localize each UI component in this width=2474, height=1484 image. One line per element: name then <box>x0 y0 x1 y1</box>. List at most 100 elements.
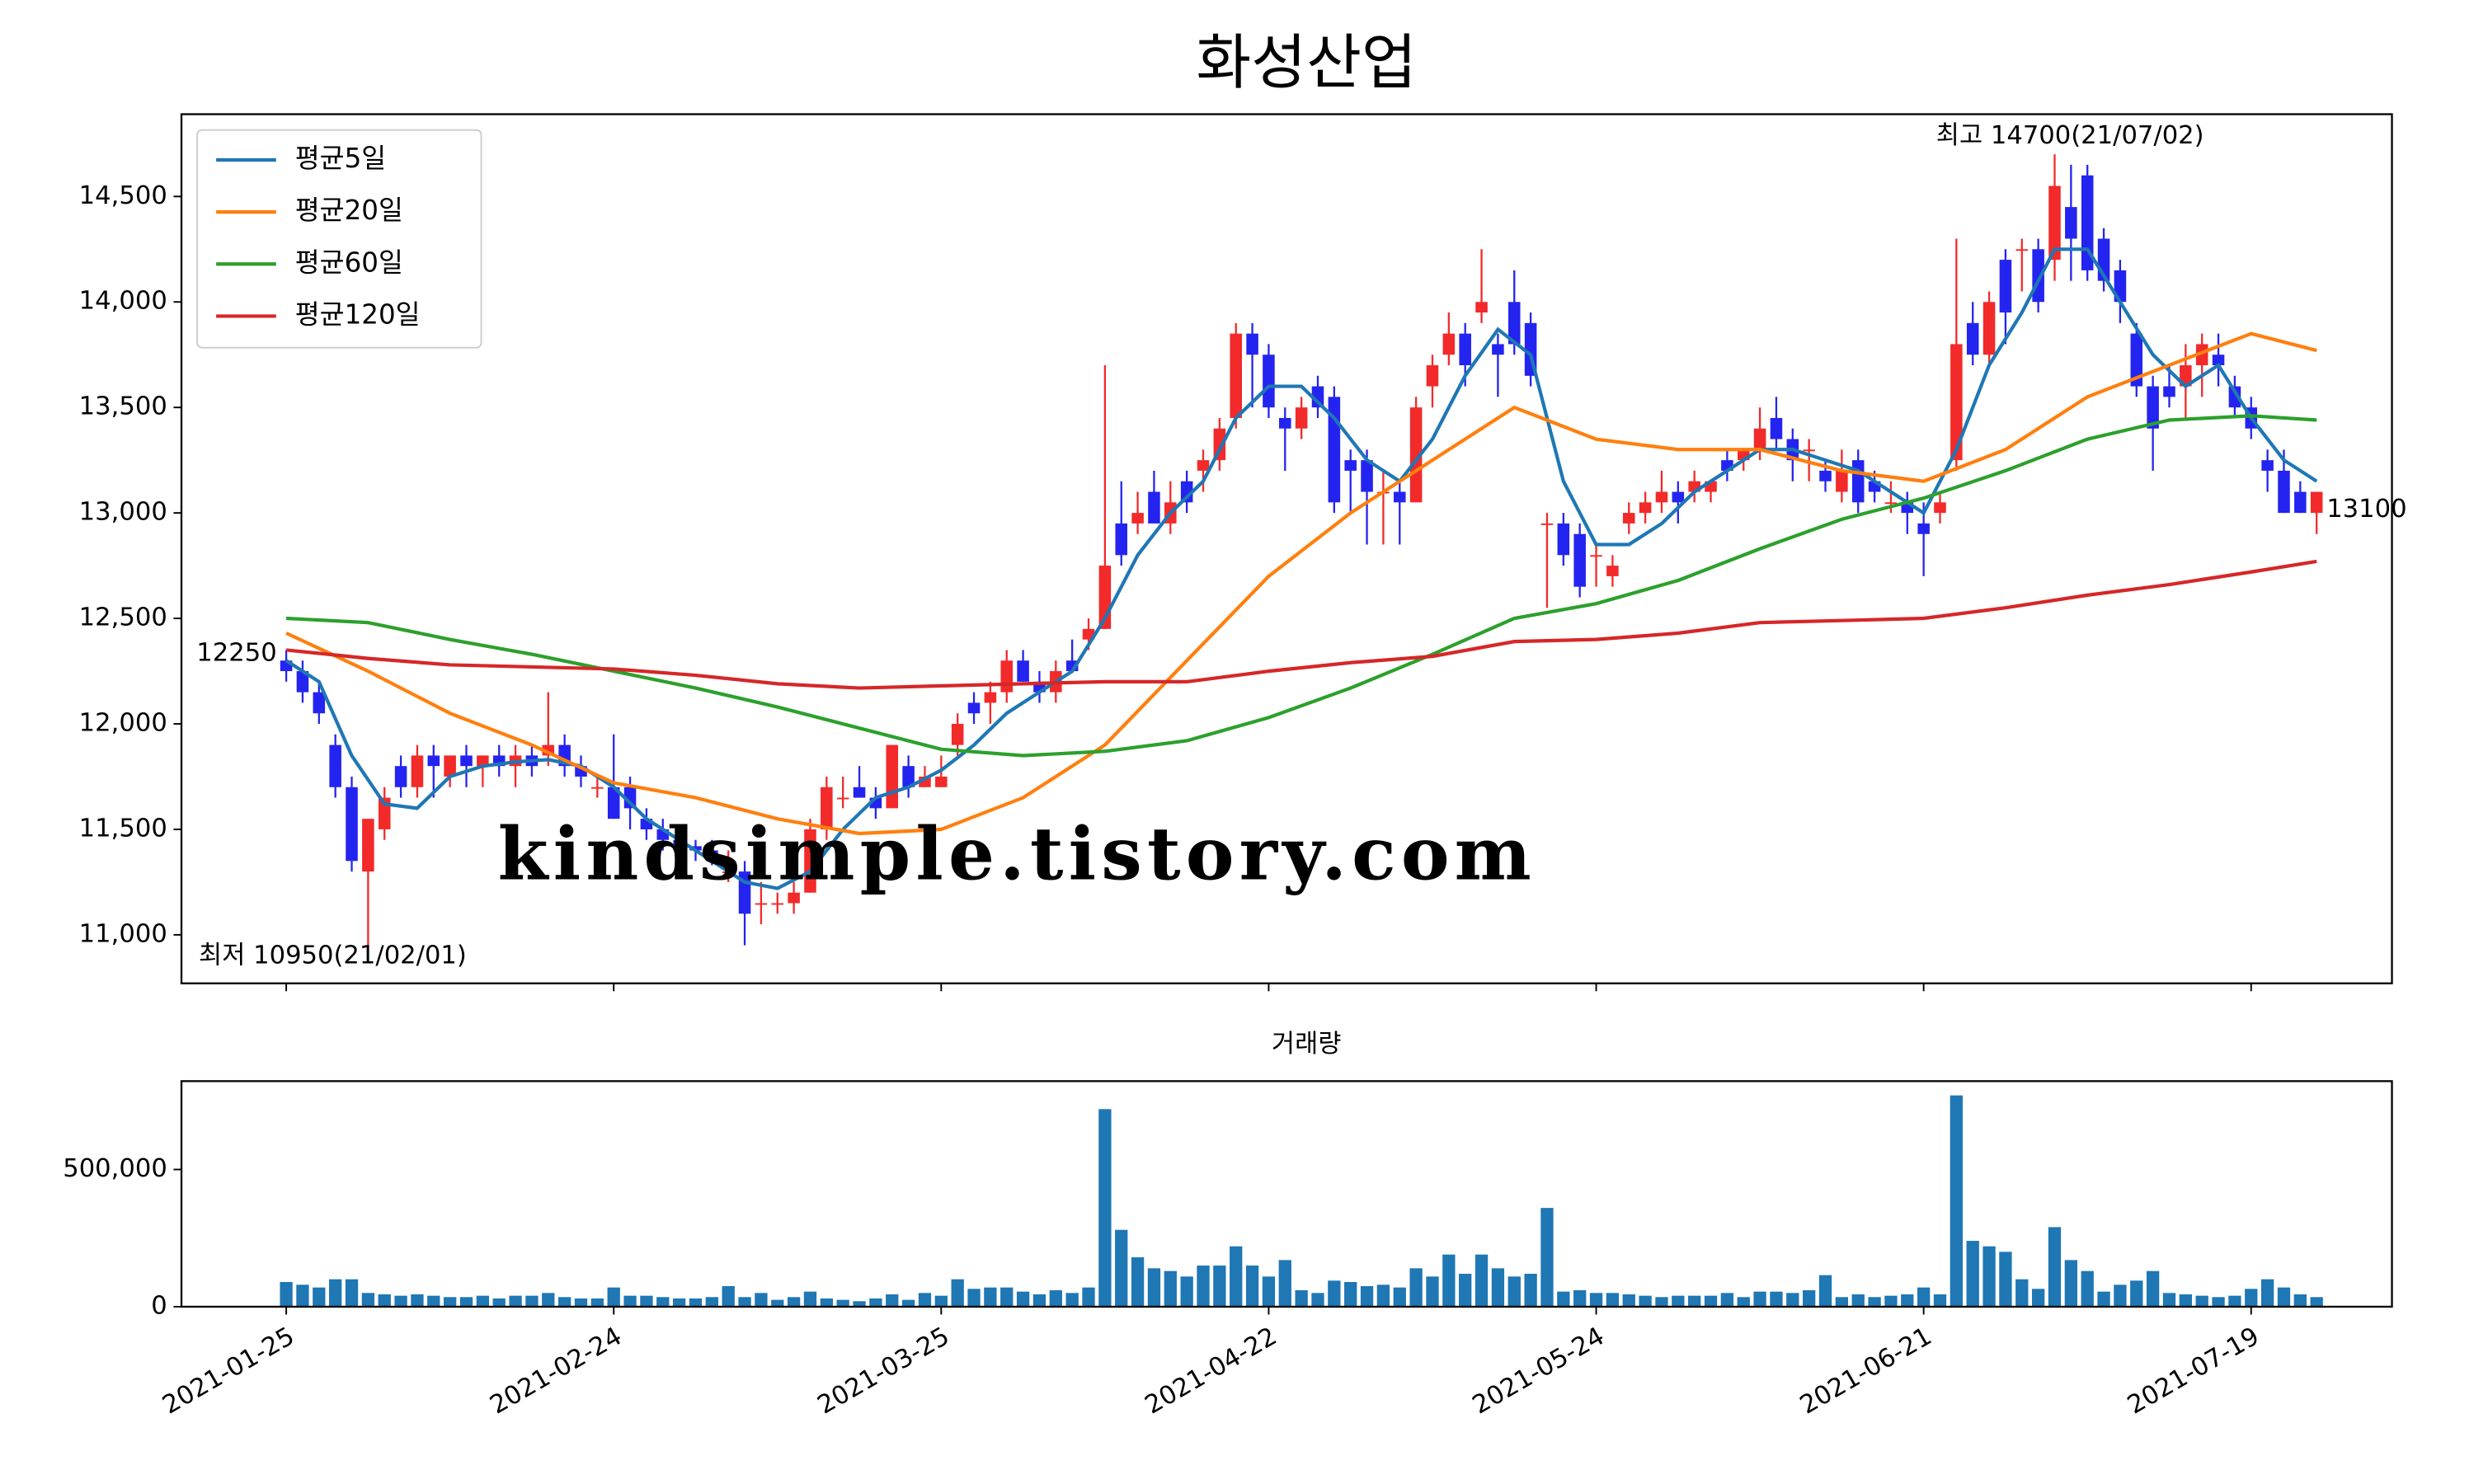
y-tick-label: 12,500 <box>79 603 167 632</box>
volume-bar <box>886 1294 899 1307</box>
x-tick-label: 2021-07-19 <box>2123 1322 2265 1420</box>
candle-body <box>1475 302 1488 313</box>
volume-bar <box>2097 1291 2110 1307</box>
candle-body <box>427 755 440 767</box>
volume-bar <box>803 1291 817 1307</box>
volume-bar <box>1049 1289 1062 1307</box>
candle-body <box>1950 344 1963 461</box>
candle-body <box>1311 386 1324 408</box>
volume-bar <box>2310 1297 2323 1307</box>
volume-bar <box>2228 1295 2241 1307</box>
volume-bar <box>1065 1293 1079 1307</box>
volume-bar <box>1000 1287 1014 1307</box>
candle-body <box>1507 302 1521 345</box>
candle-body <box>1000 660 1014 693</box>
candle-body <box>2278 470 2290 514</box>
volume-bar <box>1786 1293 1799 1307</box>
volume-bar <box>787 1297 801 1307</box>
candle-body <box>444 755 456 777</box>
volume-bar <box>1966 1241 1979 1307</box>
candle-body <box>1836 470 1848 492</box>
candle-body <box>821 787 833 829</box>
volume-bar <box>984 1287 997 1307</box>
volume-bar <box>427 1295 440 1307</box>
volume-bar <box>444 1297 457 1307</box>
candle-body <box>2065 207 2077 239</box>
candle-body <box>1655 491 1668 503</box>
ma-line <box>285 331 2317 836</box>
volume-bar <box>1180 1276 1193 1307</box>
volume-bar <box>1245 1266 1259 1307</box>
y-tick-label: 12,000 <box>79 709 167 738</box>
volume-bar <box>1197 1266 1210 1307</box>
volume-bar <box>1933 1294 1947 1307</box>
candle-body <box>689 846 702 851</box>
candle-body <box>296 671 309 693</box>
volume-bar <box>689 1298 703 1307</box>
legend-label: 평균60일 <box>295 247 403 278</box>
volume-bar <box>1557 1291 1570 1307</box>
candle-body <box>1851 460 1865 503</box>
chart-title: 화성산업 <box>1196 29 1417 98</box>
candle-body <box>313 692 326 714</box>
candle-body <box>1180 481 1193 503</box>
candle-body <box>836 797 849 800</box>
volume-bar <box>1426 1276 1439 1307</box>
candle-body <box>1606 566 1619 576</box>
x-tick-label: 2021-04-22 <box>1141 1322 1282 1420</box>
candle-body <box>1770 417 1783 439</box>
volume-bar <box>2260 1279 2274 1307</box>
x-tick-label: 2021-01-25 <box>158 1322 299 1420</box>
volume-bar <box>1295 1289 1308 1307</box>
candle-body <box>788 892 800 904</box>
volume-bar <box>590 1298 604 1307</box>
volume-bar <box>1704 1295 1718 1307</box>
volume-bar <box>1344 1281 1357 1307</box>
volume-bar <box>1639 1295 1652 1307</box>
candle-body <box>1492 344 1504 355</box>
candle-body <box>1672 491 1685 503</box>
candle-body <box>1263 355 1275 408</box>
volume-bar <box>853 1301 866 1307</box>
volume-bar <box>492 1298 506 1307</box>
candle-body <box>902 766 915 787</box>
candle-body <box>1246 333 1258 355</box>
volume-bar <box>394 1295 407 1307</box>
volume-bar <box>1770 1291 1783 1307</box>
candle-body <box>329 744 341 787</box>
ma-line <box>285 247 2318 890</box>
volume-bar <box>623 1295 637 1307</box>
candle-body <box>853 787 866 798</box>
candle-body <box>2310 491 2323 514</box>
candle-body <box>2048 186 2061 261</box>
candle-body <box>2081 175 2094 270</box>
candle-body <box>1934 502 1946 514</box>
candle-body <box>411 755 424 787</box>
volume-bar <box>722 1285 735 1307</box>
volume-bar <box>2015 1279 2029 1307</box>
volume-bar <box>1737 1297 1750 1307</box>
candle-body <box>1131 513 1144 524</box>
volume-bar <box>1622 1294 1635 1307</box>
volume-bar <box>1507 1276 1521 1307</box>
candle-body <box>1819 470 1832 481</box>
volume-bar <box>771 1299 784 1307</box>
candle-body <box>1982 302 1996 355</box>
candle-body <box>591 787 604 789</box>
volume-bar <box>1868 1297 1881 1307</box>
volume-bar <box>1835 1297 1849 1307</box>
volume-bar <box>755 1293 768 1307</box>
volume-bar <box>2081 1270 2094 1307</box>
volume-bar <box>1032 1294 1047 1307</box>
volume-bar <box>934 1295 948 1307</box>
volume-bar <box>280 1281 293 1307</box>
volume-bar <box>1115 1229 1128 1307</box>
high-annotation: 최고 14700(21/07/02) <box>1936 121 2204 150</box>
candle-body <box>1394 491 1406 503</box>
volume-bar <box>1803 1289 1816 1307</box>
candle-body <box>804 829 816 893</box>
y-tick-label: 13,000 <box>79 498 167 527</box>
candle-body <box>1459 333 1471 366</box>
legend-label: 평균20일 <box>295 195 403 226</box>
volume-bar <box>1442 1254 1456 1307</box>
